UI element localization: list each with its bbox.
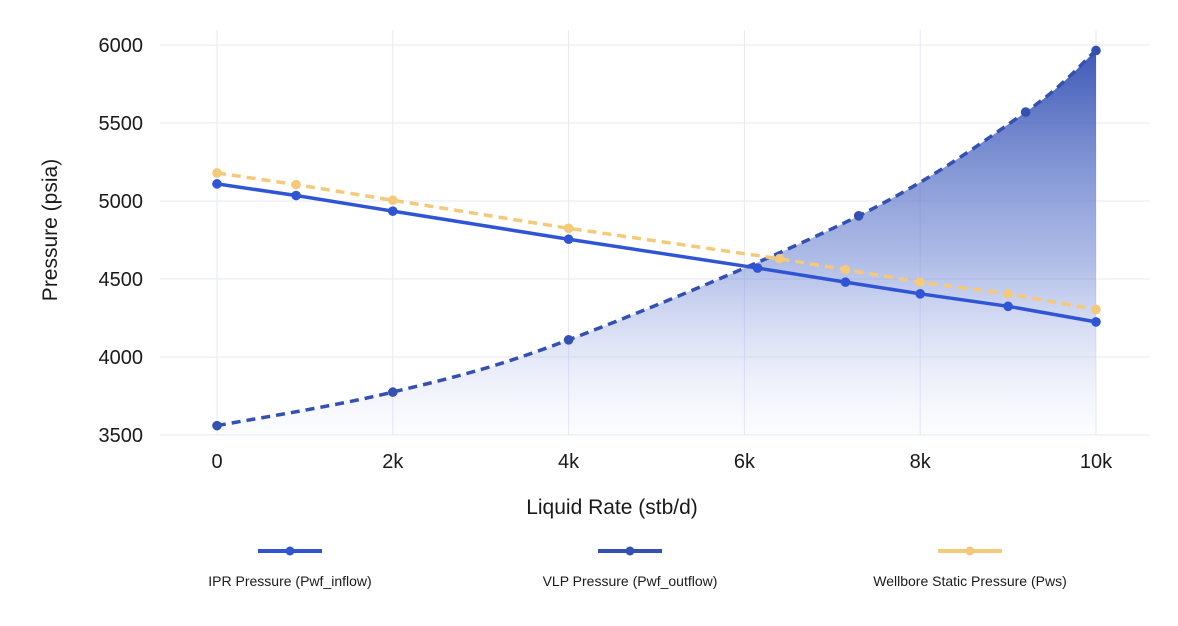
wellbore-point xyxy=(291,179,301,190)
x-tick-label: 4k xyxy=(558,451,580,473)
x-tick-label: 10k xyxy=(1080,451,1113,473)
vlp-point xyxy=(1091,45,1101,56)
ipr-point xyxy=(388,206,398,216)
wellbore-point xyxy=(212,168,222,178)
ipr-point xyxy=(752,263,763,273)
ipr-point xyxy=(840,277,851,287)
vlp-point xyxy=(1020,107,1031,117)
ipr-point xyxy=(1091,317,1101,327)
x-axis-ticks: 0 2k 4k 6k 8k 10k xyxy=(211,451,1113,473)
x-axis-title: Liquid Rate (stb/d) xyxy=(526,496,698,519)
wellbore-legend-marker xyxy=(965,546,975,556)
vlp-legend-label: VLP Pressure (Pwf_outflow) xyxy=(543,573,718,589)
area-layer xyxy=(217,50,1096,436)
ipr-legend-label: IPR Pressure (Pwf_inflow) xyxy=(208,573,371,589)
x-tick-label: 6k xyxy=(734,451,756,473)
y-tick-label: 5500 xyxy=(99,113,144,135)
ipr-point xyxy=(915,289,925,299)
y-axis-ticks: 3500 4000 4500 5000 5500 6000 xyxy=(99,35,144,447)
x-tick-label: 8k xyxy=(910,451,932,473)
ipr-point xyxy=(1003,301,1013,312)
y-tick-label: 3500 xyxy=(99,425,144,447)
ipr-legend-marker xyxy=(285,546,295,556)
vlp-point xyxy=(212,420,222,431)
vlp-legend-marker xyxy=(625,546,635,556)
wellbore-line xyxy=(216,171,1097,312)
y-tick-label: 4000 xyxy=(99,347,144,369)
wellbore-point xyxy=(1091,304,1101,315)
y-tick-label: 5000 xyxy=(99,191,144,213)
vlp-point xyxy=(853,211,864,221)
wellbore-point xyxy=(774,253,785,264)
x-tick-label: 2k xyxy=(382,451,404,473)
vlp-area xyxy=(217,50,1096,436)
x-tick-label: 0 xyxy=(211,451,222,473)
series-layer xyxy=(212,45,1101,431)
vlp-point xyxy=(388,387,398,397)
y-tick-label: 6000 xyxy=(99,35,144,57)
wellbore-point xyxy=(915,277,925,287)
y-tick-label: 4500 xyxy=(99,269,144,291)
y-axis-title: Pressure (psia) xyxy=(39,159,62,301)
wellbore-legend-label: Wellbore Static Pressure (Pws) xyxy=(873,573,1066,589)
legend: IPR Pressure (Pwf_inflow) VLP Pressure (P… xyxy=(208,546,1067,589)
wellbore-point xyxy=(1003,289,1013,299)
ipr-point xyxy=(563,234,574,245)
vlp-point xyxy=(563,335,574,345)
vlp-line xyxy=(216,49,1098,428)
ipr-point xyxy=(291,190,301,201)
wellbore-point xyxy=(563,223,574,234)
wellbore-point xyxy=(840,264,851,275)
ipr-point xyxy=(212,179,222,189)
wellbore-point xyxy=(388,195,398,206)
